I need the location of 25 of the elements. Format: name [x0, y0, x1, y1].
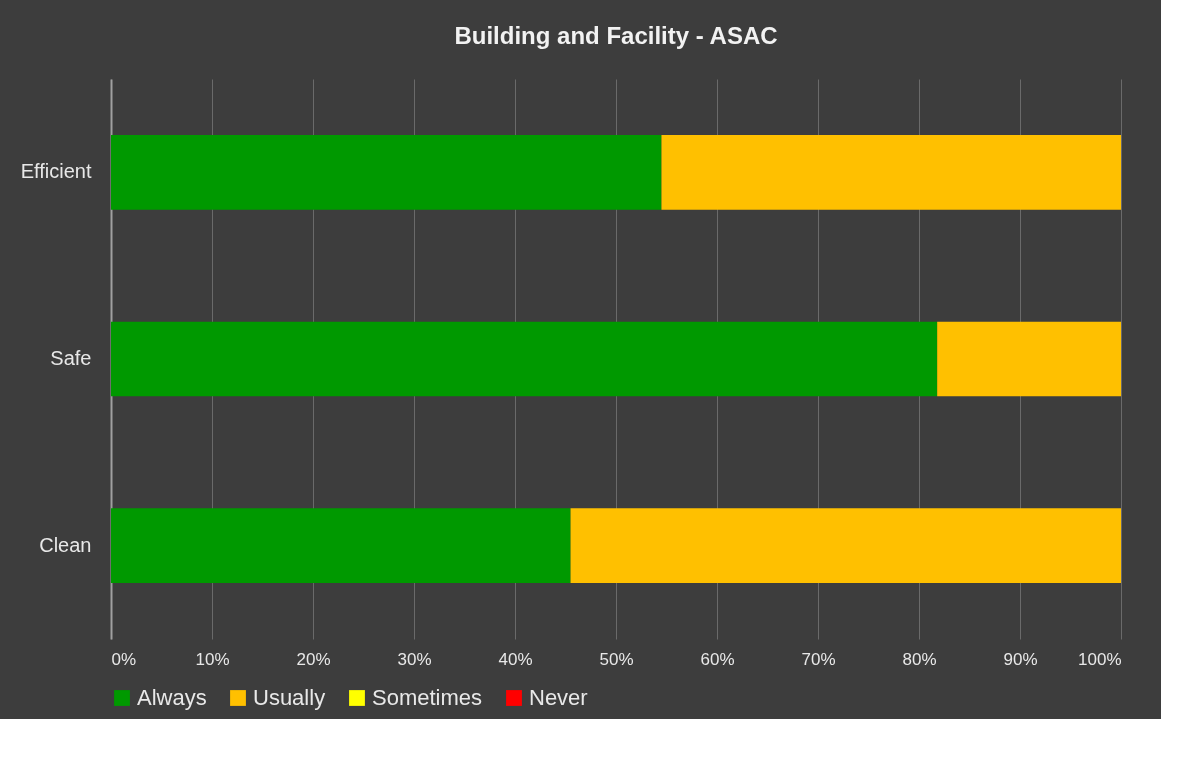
- legend-label: Usually: [253, 685, 326, 710]
- legend-label: Sometimes: [372, 685, 483, 710]
- x-tick-label: 100%: [1078, 649, 1122, 669]
- x-tick-label: 60%: [700, 649, 735, 669]
- x-tick-label: 80%: [902, 649, 937, 669]
- chart-title: Building and Facility - ASAC: [454, 22, 778, 49]
- x-tick-label: 50%: [599, 649, 634, 669]
- bar: [937, 321, 1121, 397]
- bar: [570, 508, 1121, 583]
- y-tick-label: Clean: [39, 533, 92, 556]
- y-tick-label: Safe: [50, 347, 92, 369]
- x-tick-label: 20%: [296, 649, 331, 669]
- legend-label: Never: [529, 685, 588, 710]
- bar: [111, 321, 938, 397]
- x-tick-label: 30%: [397, 649, 432, 669]
- x-tick-label: 0%: [111, 649, 137, 669]
- x-tick-label: 40%: [498, 649, 533, 669]
- y-tick-label: Efficient: [20, 160, 92, 183]
- bar: [111, 135, 662, 210]
- x-tick-label: 70%: [801, 649, 836, 669]
- x-tick-label: 10%: [195, 649, 230, 669]
- bar: [661, 135, 1121, 210]
- x-tick-label: 90%: [1003, 649, 1038, 669]
- bar: [111, 508, 571, 583]
- legend-label: Always: [137, 685, 207, 710]
